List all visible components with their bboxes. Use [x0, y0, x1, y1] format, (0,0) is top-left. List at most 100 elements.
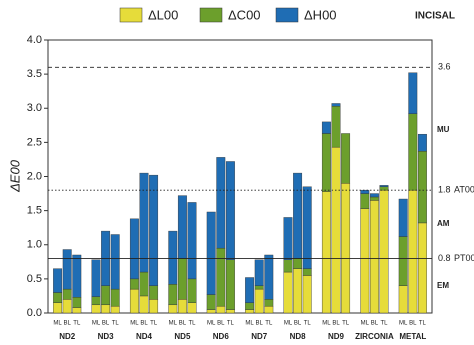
bar-segment — [264, 305, 274, 314]
bar-segment — [341, 133, 351, 184]
legend-swatch — [199, 7, 223, 23]
bar-segment — [168, 304, 178, 314]
bar-label: TL — [73, 321, 81, 327]
bar-segment — [417, 151, 427, 224]
bar-segment — [101, 304, 111, 314]
bar-segment — [91, 259, 101, 297]
bar-segment — [321, 191, 331, 314]
reference-value: 0.8 — [438, 253, 451, 263]
zone-label: EM — [437, 281, 449, 290]
reference-tag: AT00 — [454, 185, 474, 195]
bar-segment — [149, 285, 159, 300]
bar-segment — [369, 196, 379, 201]
bar-segment — [91, 304, 101, 314]
bar-label: TL — [227, 321, 235, 327]
bar-segment — [72, 307, 82, 314]
bar-segment — [216, 305, 226, 314]
bar-label: ML — [207, 321, 216, 327]
bar-label: TL — [150, 321, 158, 327]
reference-value: 1.8 — [438, 185, 451, 195]
bar-segment — [139, 295, 149, 314]
bar-label: BL — [64, 321, 72, 327]
bar-segment — [206, 211, 216, 295]
bar-segment — [139, 271, 149, 297]
bar-segment — [53, 292, 63, 303]
bar-segment — [321, 121, 331, 134]
bar-segment — [379, 189, 389, 314]
bar-label: ML — [130, 321, 139, 327]
bar-label: TL — [419, 321, 427, 327]
bar-label: BL — [294, 321, 302, 327]
bar-label: BL — [332, 321, 340, 327]
bar-segment — [331, 146, 341, 314]
bar-segment — [293, 268, 303, 314]
reference-tag: PT00 — [454, 253, 474, 263]
bar-segment — [62, 299, 72, 314]
y-tick-label: 2.5 — [27, 136, 42, 148]
y-axis-label: ΔE00 — [7, 159, 22, 193]
bar-segment — [321, 133, 331, 192]
bar-label: BL — [409, 321, 417, 327]
bar-segment — [225, 259, 235, 310]
bar-segment — [264, 254, 274, 300]
y-tick-label: 0.5 — [27, 273, 42, 285]
bar-segment — [302, 268, 312, 276]
legend-swatch — [119, 7, 143, 23]
group-label: ND8 — [290, 332, 307, 341]
legend-swatch — [275, 7, 299, 23]
bar-segment — [168, 230, 178, 285]
bar-label: ML — [53, 321, 62, 327]
bar-label: TL — [380, 321, 388, 327]
bar-segment — [206, 309, 216, 314]
bar-segment — [225, 309, 235, 314]
zone-label: MU — [437, 125, 450, 134]
bar-label: TL — [188, 321, 196, 327]
bar-segment — [245, 277, 255, 303]
bar-segment — [129, 288, 139, 314]
bar-segment — [187, 278, 197, 303]
bar-segment — [62, 249, 72, 290]
legend-label: ΔL00 — [148, 7, 178, 22]
bar-label: BL — [102, 321, 110, 327]
group-label: ZIRCONIA — [355, 332, 394, 341]
group-label: ND3 — [98, 332, 115, 341]
bar-segment — [53, 302, 63, 314]
group-label: ND2 — [59, 332, 76, 341]
bar-label: BL — [217, 321, 225, 327]
bar-segment — [72, 254, 82, 298]
bar-segment — [254, 285, 264, 290]
bar-segment — [101, 285, 111, 306]
group-label: METAL — [399, 332, 426, 341]
group-label: ND7 — [251, 332, 268, 341]
corner-label: INCISAL — [415, 11, 455, 22]
bar-segment — [245, 302, 255, 310]
bar-segment — [264, 299, 274, 307]
bar-label: ML — [284, 321, 293, 327]
bar-segment — [72, 297, 82, 308]
y-tick-label: 2.0 — [27, 170, 42, 182]
bar-segment — [225, 161, 235, 260]
bar-segment — [110, 288, 120, 307]
bar-segment — [283, 271, 293, 314]
bar-label: BL — [371, 321, 379, 327]
bar-segment — [408, 72, 418, 114]
y-tick-label: 1.0 — [27, 239, 42, 251]
bar-segment — [283, 217, 293, 260]
bar-segment — [369, 200, 379, 314]
bar-segment — [331, 106, 341, 148]
bar-segment — [360, 189, 370, 194]
bar-segment — [398, 198, 408, 237]
bar-segment — [139, 172, 149, 273]
bar-segment — [293, 258, 303, 269]
bar-label: ML — [92, 321, 101, 327]
bar-segment — [408, 189, 418, 314]
zone-label: AM — [437, 219, 450, 228]
group-label: ND4 — [136, 332, 153, 341]
reference-value: 3.6 — [438, 62, 451, 72]
bar-segment — [302, 186, 312, 269]
bar-segment — [110, 234, 120, 290]
bar-segment — [398, 285, 408, 314]
bar-segment — [187, 302, 197, 314]
y-tick-label: 3.0 — [27, 102, 42, 114]
